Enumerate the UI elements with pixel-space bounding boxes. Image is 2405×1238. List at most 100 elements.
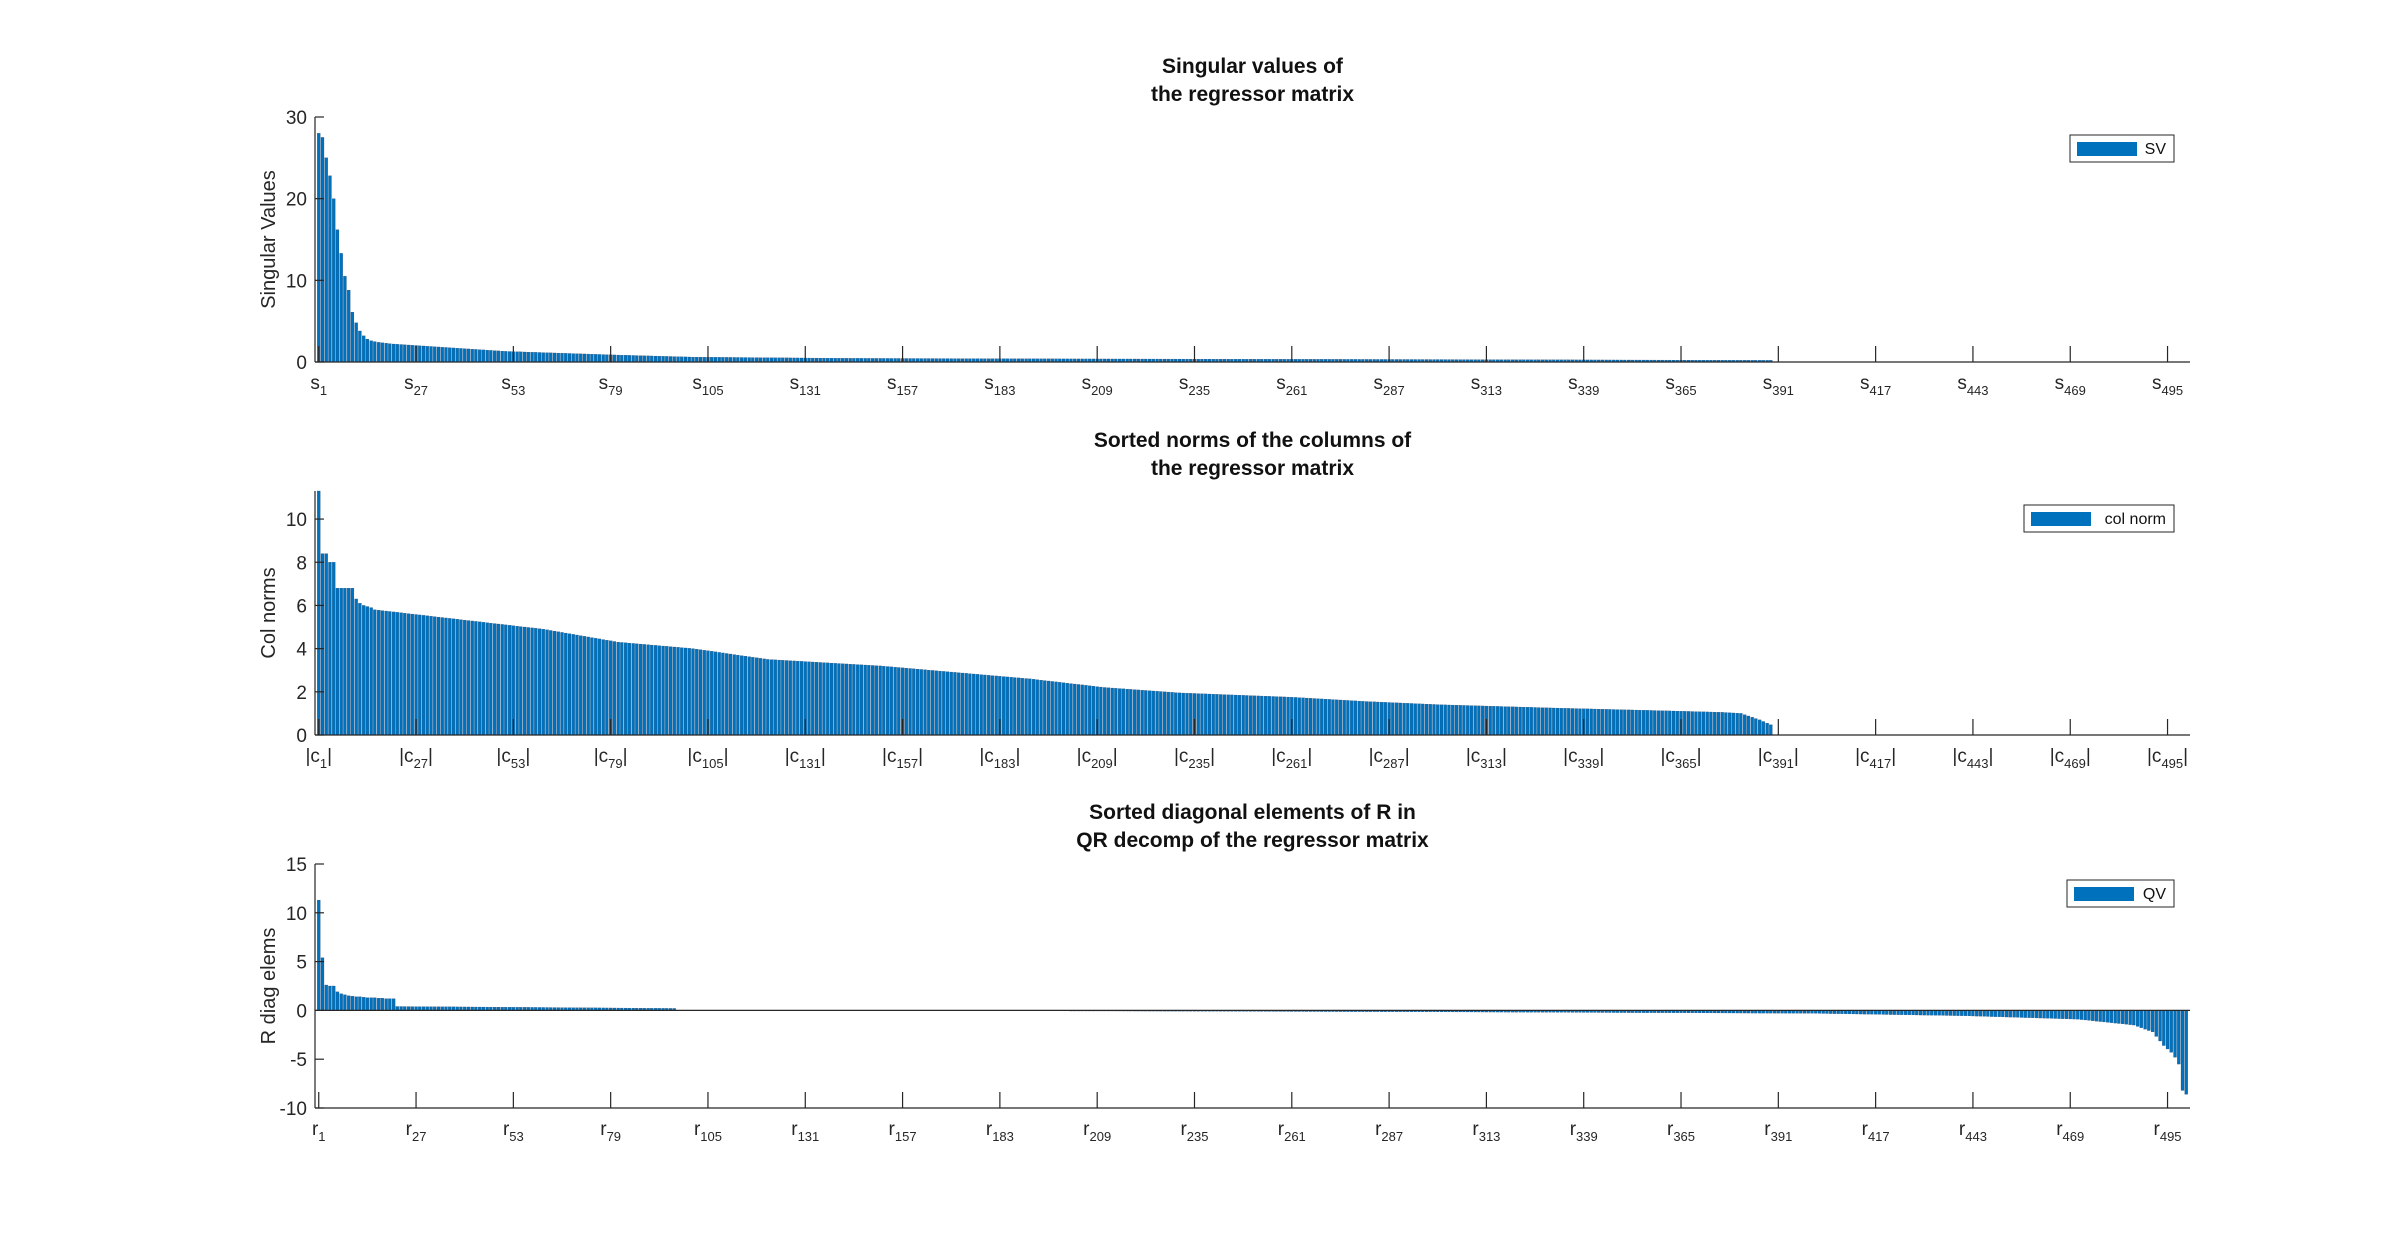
bar — [1507, 706, 1511, 736]
bar — [1716, 712, 1721, 736]
x-tick-label: r105 — [694, 1119, 722, 1144]
x-tick-label: s27 — [404, 373, 428, 398]
bar — [949, 671, 953, 736]
bar — [1409, 703, 1414, 736]
bar — [597, 638, 602, 736]
bar-series — [317, 133, 1773, 363]
bar — [1054, 681, 1058, 736]
bar — [1039, 680, 1043, 736]
bar — [758, 357, 762, 363]
bar — [388, 343, 392, 363]
bar — [1593, 708, 1597, 736]
x-tick-label: s313 — [1471, 373, 1502, 398]
bar — [335, 588, 340, 736]
bar — [1432, 704, 1436, 736]
x-tick-label: |c1| — [305, 746, 332, 771]
x-tick-label: |c469| — [2050, 746, 2091, 771]
bar — [500, 624, 504, 736]
bar — [350, 312, 355, 363]
bar — [1496, 706, 1500, 736]
bar — [1099, 686, 1103, 736]
bar — [474, 349, 478, 363]
bar — [788, 660, 792, 736]
bar — [653, 645, 658, 736]
bar — [455, 619, 459, 736]
bar — [1016, 677, 1021, 736]
bar — [365, 606, 370, 736]
y-tick-label: 5 — [296, 953, 307, 974]
x-tick-label: s417 — [1860, 373, 1891, 398]
bar — [2008, 1010, 2012, 1018]
bar — [769, 357, 774, 363]
bar — [713, 651, 718, 736]
bar — [616, 642, 620, 736]
bar — [373, 341, 377, 363]
bar — [526, 627, 530, 736]
x-tick-label: |c53| — [496, 746, 530, 771]
bar — [1335, 699, 1339, 736]
bar — [515, 351, 519, 363]
bar — [594, 354, 598, 363]
bar — [1136, 689, 1140, 736]
bar — [1443, 704, 1447, 736]
bar — [1447, 704, 1451, 736]
x-tick-label: r391 — [1764, 1119, 1792, 1144]
bar — [545, 352, 549, 363]
bar — [1963, 1010, 1968, 1016]
bar — [747, 656, 751, 736]
bar — [489, 623, 493, 736]
bar — [350, 996, 355, 1011]
x-tick-label: s131 — [790, 373, 821, 398]
bar — [395, 612, 399, 736]
bar — [687, 648, 691, 736]
bar — [624, 642, 628, 736]
bar — [1200, 693, 1204, 736]
bar — [1417, 703, 1421, 736]
y-tick-label: 10 — [286, 271, 307, 292]
bar — [605, 640, 609, 736]
bar — [1260, 695, 1264, 736]
bar — [496, 623, 501, 736]
bar — [380, 610, 384, 736]
bar — [807, 661, 811, 736]
bar — [571, 634, 575, 736]
bar — [1353, 700, 1358, 736]
x-tick-label: s79 — [599, 373, 623, 398]
bar — [1481, 705, 1485, 736]
bar — [343, 276, 347, 363]
bar — [713, 357, 718, 363]
bar — [1503, 706, 1507, 736]
x-tick-label: |c365| — [1660, 746, 1701, 771]
bar — [332, 198, 336, 363]
bar — [740, 357, 744, 363]
bar — [1323, 699, 1328, 736]
bar — [1686, 711, 1691, 736]
x-tick-label: r469 — [2056, 1119, 2084, 1144]
bar — [1918, 1010, 1923, 1016]
bar — [665, 356, 669, 363]
bar — [1933, 1010, 1938, 1016]
bar — [740, 655, 744, 736]
bar — [657, 645, 661, 736]
bar — [1881, 1010, 1885, 1015]
bar — [624, 355, 628, 363]
bar — [500, 351, 504, 363]
bar — [646, 644, 650, 736]
bar — [466, 620, 471, 736]
bar — [2180, 1010, 2185, 1091]
bar — [1649, 710, 1653, 736]
bar — [841, 663, 845, 736]
bar — [418, 614, 422, 736]
bar — [391, 611, 396, 736]
bar — [938, 670, 942, 736]
bar — [1009, 677, 1013, 736]
bar — [440, 617, 444, 736]
bar — [1271, 696, 1275, 736]
x-tick-label: r443 — [1959, 1119, 1987, 1144]
bar — [1458, 705, 1462, 736]
bar — [777, 659, 781, 736]
bar — [732, 357, 736, 363]
bar — [1125, 688, 1129, 736]
bar — [1230, 694, 1234, 736]
bar — [410, 345, 414, 363]
